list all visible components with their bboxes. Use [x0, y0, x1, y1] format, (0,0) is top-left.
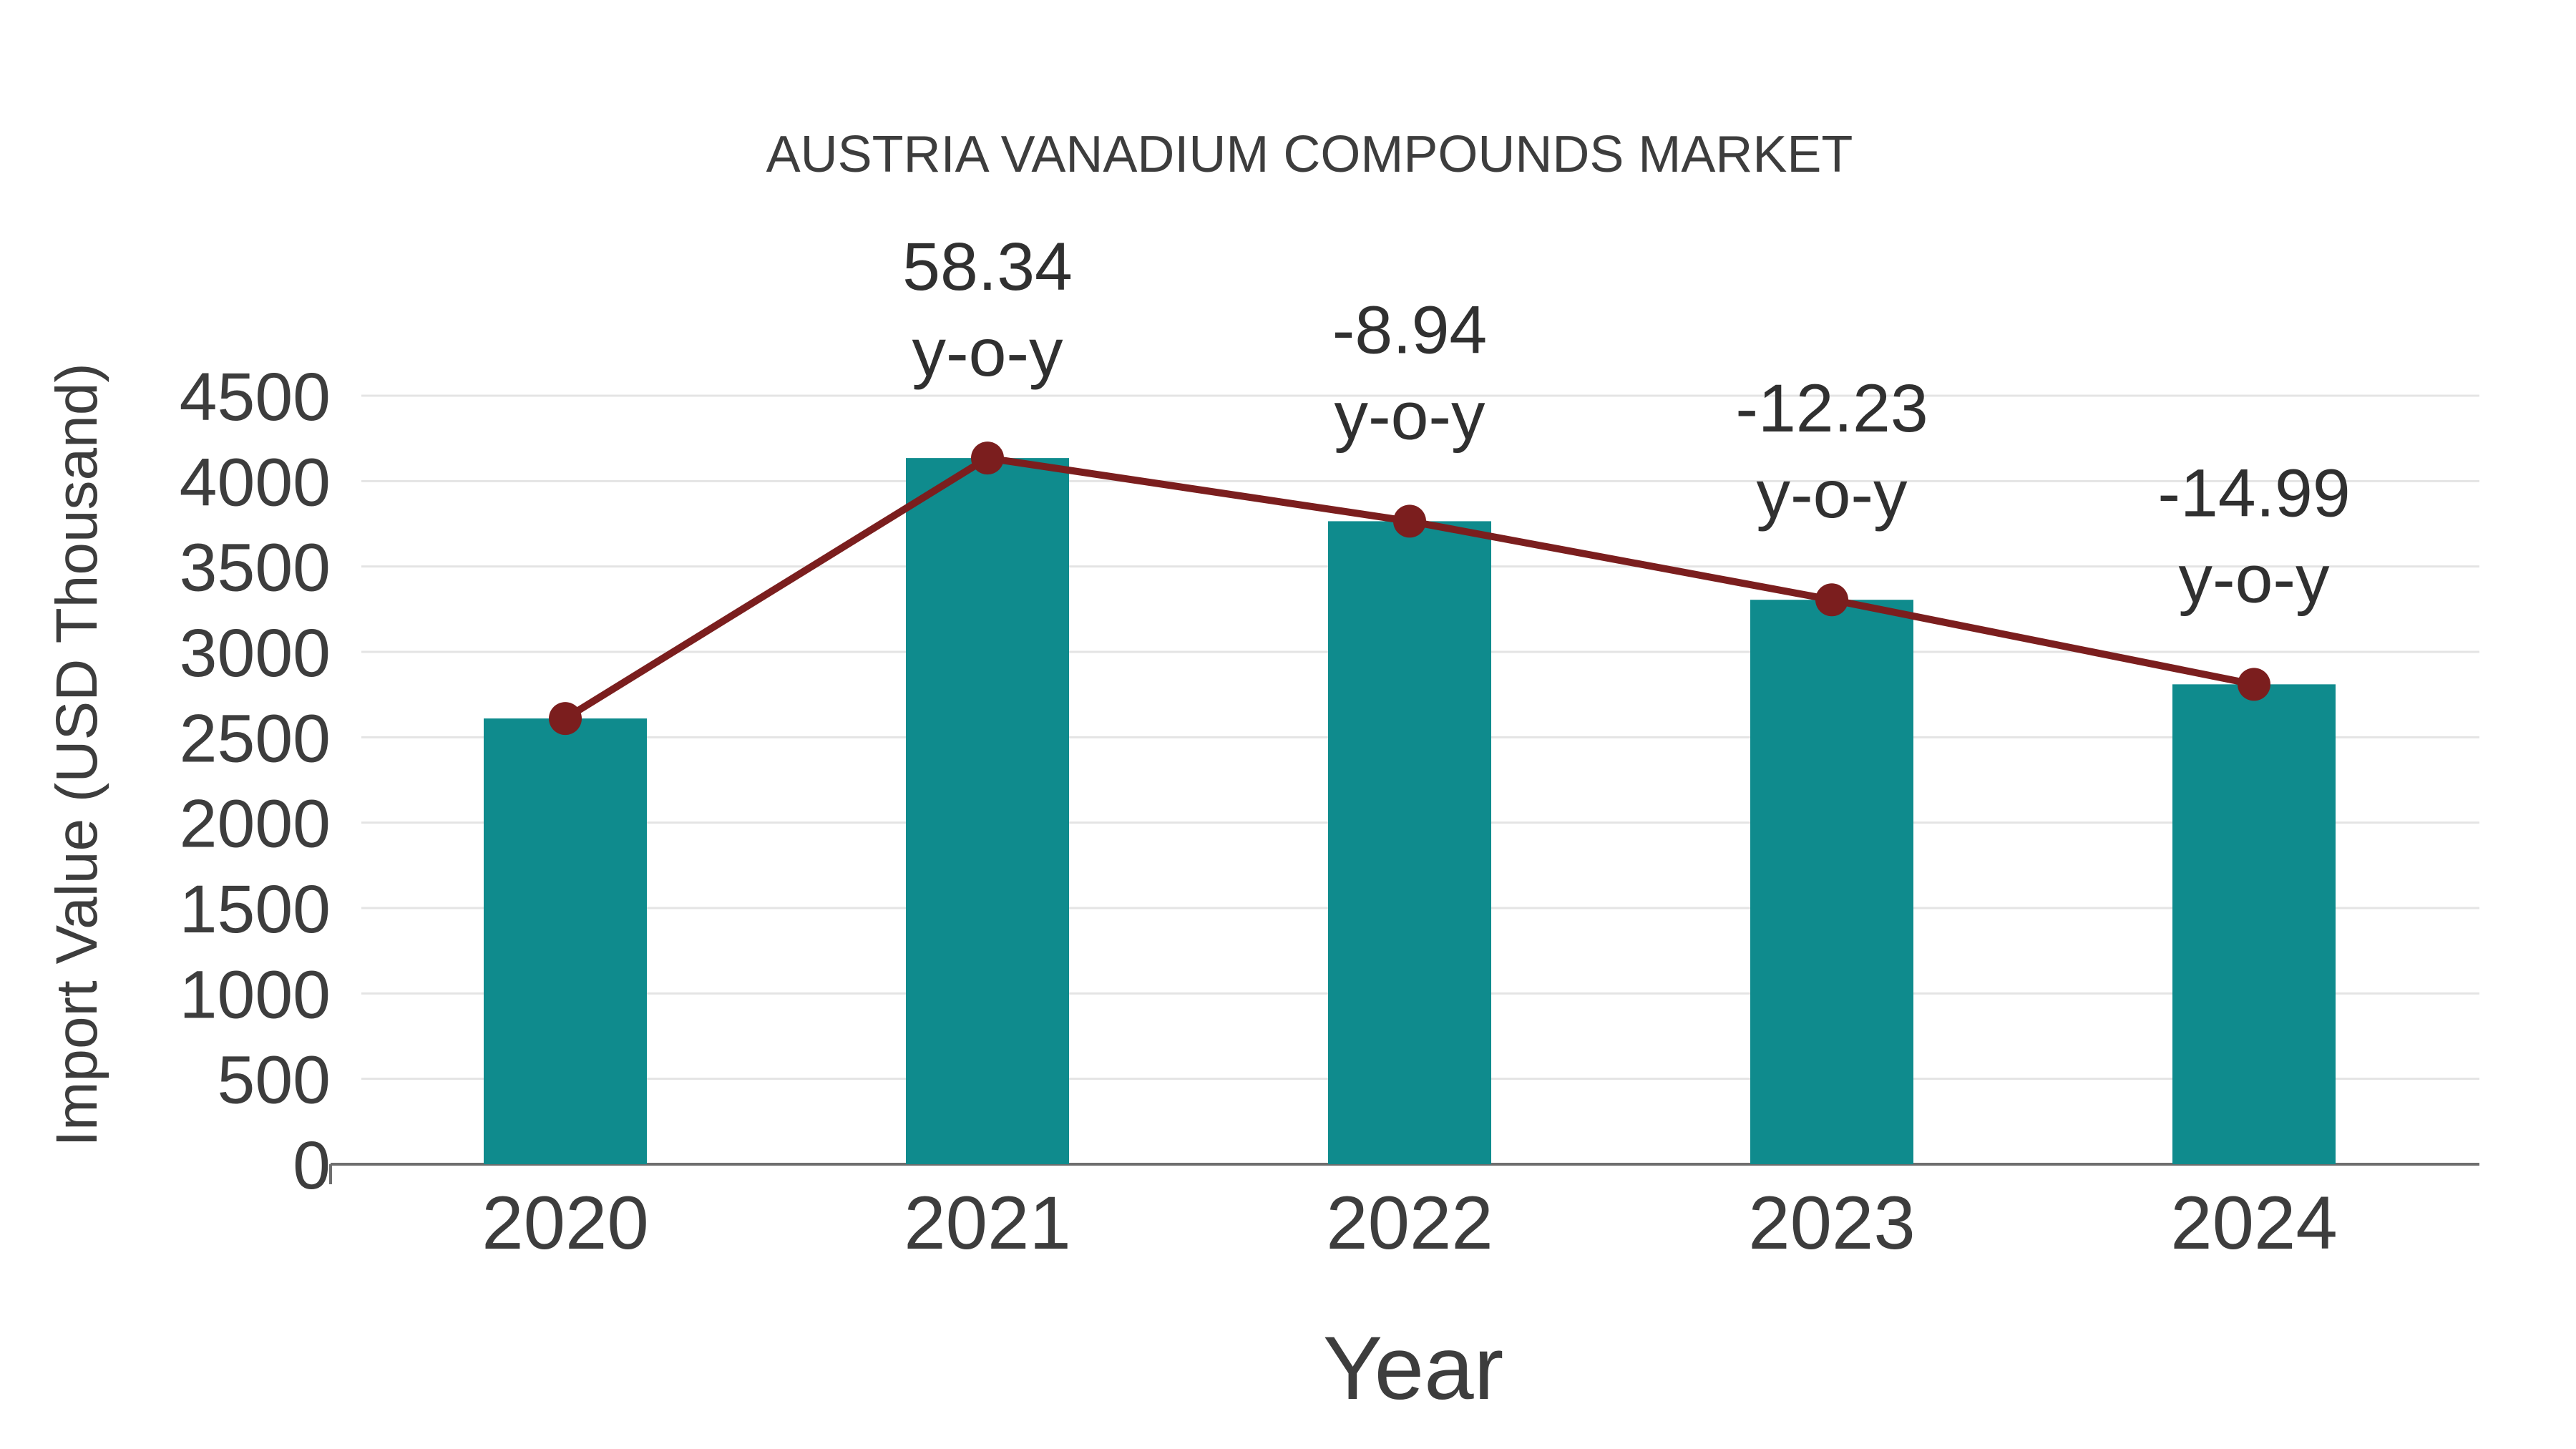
bar-2022 — [1328, 521, 1491, 1164]
x-tick-label: 2023 — [1748, 1181, 1916, 1265]
yoy-annotation-2024: -14.99 — [2157, 455, 2350, 531]
y-tick-label: 3500 — [180, 530, 331, 606]
y-tick-label: 2500 — [180, 701, 331, 776]
y-tick-label: 2000 — [180, 786, 331, 862]
tick-labels-layer: 0 500 1000 1500 2000 2500 3000 3500 4000 4500 2020… — [180, 359, 2338, 1265]
bars-layer — [484, 458, 2336, 1164]
x-tick-label: 2022 — [1326, 1181, 1493, 1265]
yoy-annotation-2022: -8.94 — [1332, 292, 1488, 368]
y-tick-label: 4000 — [180, 444, 331, 520]
x-tick-label: 2021 — [904, 1181, 1071, 1265]
bar-2024 — [2172, 684, 2336, 1164]
bar-2020 — [484, 718, 647, 1164]
yoy-annotation-2023: -12.23 — [1735, 371, 1928, 447]
y-tick-label: 500 — [217, 1043, 331, 1118]
yoy-marker-2021 — [971, 441, 1004, 475]
bar-2021 — [906, 458, 1069, 1164]
yoy-annotation-2024: y-o-y — [2178, 541, 2330, 617]
y-axis-label: Import Value (USD Thousand) — [44, 363, 109, 1146]
yoy-line-layer — [549, 441, 2270, 736]
yoy-annotation-2022: y-o-y — [1334, 378, 1485, 454]
y-tick-label: 4500 — [180, 359, 331, 435]
y-tick-label: 0 — [293, 1128, 331, 1204]
yoy-annotation-2021: y-o-y — [912, 315, 1063, 391]
yoy-annotation-2023: y-o-y — [1756, 457, 1908, 532]
x-axis-label: Year — [1323, 1319, 1504, 1418]
annotations-layer: 58.34 y-o-y -8.94 y-o-y -12.23 y-o-y -14.99 y-o… — [902, 229, 2351, 617]
y-tick-label: 1000 — [180, 957, 331, 1033]
yoy-annotation-2021: 58.34 — [902, 229, 1073, 305]
y-tick-label: 1500 — [180, 872, 331, 947]
yoy-marker-2023 — [1815, 583, 1848, 617]
yoy-marker-2022 — [1393, 504, 1426, 538]
chart-title: AUSTRIA VANADIUM COMPOUNDS MARKET — [766, 126, 1853, 183]
x-tick-label: 2024 — [2170, 1181, 2338, 1265]
x-tick-label: 2020 — [482, 1181, 649, 1265]
bar-2023 — [1750, 600, 1913, 1164]
y-tick-label: 3000 — [180, 615, 331, 691]
yoy-marker-2024 — [2238, 668, 2270, 701]
yoy-marker-2020 — [549, 702, 582, 736]
